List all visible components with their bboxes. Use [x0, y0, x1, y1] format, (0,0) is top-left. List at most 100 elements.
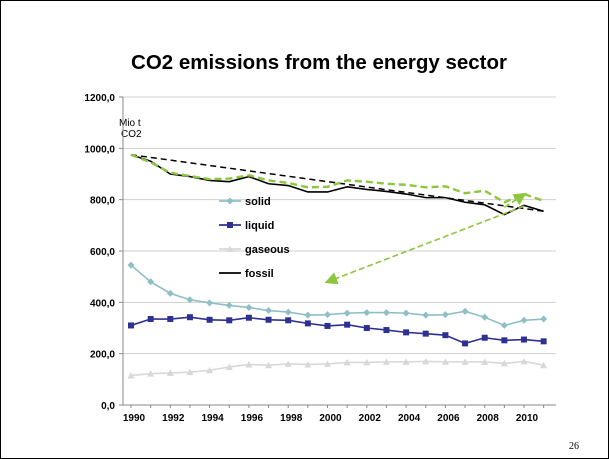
liquid-point [206, 316, 213, 323]
liquid-point [128, 322, 134, 329]
liquid-point [186, 314, 193, 321]
annotation-arrow [503, 192, 527, 209]
solid-point [363, 309, 371, 317]
solid-point [382, 309, 390, 317]
solid-point [206, 299, 214, 307]
liquid-point [540, 338, 547, 345]
liquid-line [130, 316, 544, 345]
fossil-line [130, 153, 544, 216]
solid-point [520, 316, 528, 324]
gaseous-point [402, 358, 410, 365]
liquid-point [383, 327, 390, 334]
y-tick-label: 400,0 [90, 298, 115, 309]
gaseous-point [166, 369, 174, 376]
liquid-point [167, 316, 174, 323]
solid-point [402, 309, 410, 317]
page-number: 26 [569, 441, 579, 452]
gaseous-point [481, 358, 489, 365]
solid-point [324, 311, 331, 319]
solid-point [540, 315, 548, 323]
y-unit-label-line1: Mio t [119, 118, 141, 129]
solid-point [265, 307, 273, 315]
gaseous-point [500, 359, 508, 367]
gaseous-point [343, 358, 351, 366]
legend-marker-liquid [227, 222, 233, 228]
x-tick-label: 1998 [280, 413, 303, 424]
liquid-point [147, 316, 154, 323]
legend: solid liquid gaseous fossil [219, 196, 290, 280]
gaseous-point [147, 370, 155, 377]
liquid-point [245, 314, 252, 321]
legend-label-solid: solid [245, 196, 271, 208]
gaseous-point [540, 361, 548, 369]
y-tick-label: 800,0 [90, 196, 115, 207]
liquid-point [442, 332, 449, 339]
gaseous-point [265, 361, 273, 369]
solid-point [284, 308, 292, 316]
solid-point [422, 311, 430, 319]
gaseous-point [324, 360, 331, 367]
gaseous-point [225, 363, 233, 371]
gaseous-point [382, 358, 390, 365]
liquid-point [285, 317, 292, 324]
series-group [127, 153, 548, 379]
solid-point [481, 313, 489, 321]
liquid-point [501, 337, 508, 344]
gaseous-point [363, 358, 371, 366]
liquid-point [226, 317, 233, 324]
gaseous-point [520, 357, 528, 365]
solid-point [225, 301, 233, 309]
solid-point [441, 311, 449, 319]
grid [123, 96, 556, 355]
legend-marker-gaseous [226, 245, 234, 252]
y-tick-label: 200,0 [90, 350, 115, 361]
liquid-point [304, 320, 311, 327]
y-tick-label: 1200,0 [84, 93, 115, 104]
solid-point [147, 278, 155, 286]
x-tick-label: 1990 [123, 413, 146, 424]
legend-label-gaseous: gaseous [245, 244, 290, 256]
solid-point [500, 321, 508, 329]
solid-point [343, 309, 351, 317]
green-dashed-line [130, 153, 545, 204]
solid-point [186, 296, 194, 304]
solid-point [245, 303, 253, 311]
x-tick-label: 2000 [319, 413, 342, 424]
solid-point [127, 261, 135, 269]
gaseous-point [441, 358, 449, 365]
liquid-point [265, 316, 272, 323]
gaseous-point [422, 357, 430, 365]
annotation-arrow [324, 205, 525, 285]
gaseous-point [206, 366, 214, 374]
x-tick-label: 2008 [477, 413, 500, 424]
x-tick-label: 2004 [398, 413, 421, 424]
y-tick-label: 600,0 [90, 247, 115, 258]
arrows [324, 192, 527, 285]
chart-title: CO2 emissions from the energy sector [131, 51, 507, 74]
legend-marker-solid [226, 197, 234, 205]
axes: 0,0 200,0 400,0 600,0 800,0 1000,0 1200,0 1990 1… [84, 93, 556, 424]
solid-point [304, 311, 312, 319]
liquid-point [521, 336, 527, 343]
liquid-point [481, 334, 488, 341]
gaseous-point [127, 371, 135, 379]
gaseous-point [245, 360, 253, 368]
liquid-point [324, 322, 331, 329]
gaseous-point [186, 368, 194, 376]
liquid-point [403, 329, 410, 336]
legend-label-liquid: liquid [245, 220, 274, 232]
legend-label-fossil: fossil [245, 268, 274, 280]
y-tick-label: 0,0 [101, 401, 115, 412]
gaseous-point [461, 358, 469, 365]
liquid-point [462, 340, 469, 347]
x-tick-label: 1994 [201, 413, 224, 424]
x-tick-label: 2006 [437, 413, 460, 424]
x-tick-label: 1996 [241, 413, 264, 424]
solid-point [461, 307, 469, 315]
solid-line [130, 264, 544, 327]
gaseous-point [284, 360, 292, 367]
liquid-point [422, 330, 429, 337]
x-tick-label: 2010 [516, 413, 539, 424]
